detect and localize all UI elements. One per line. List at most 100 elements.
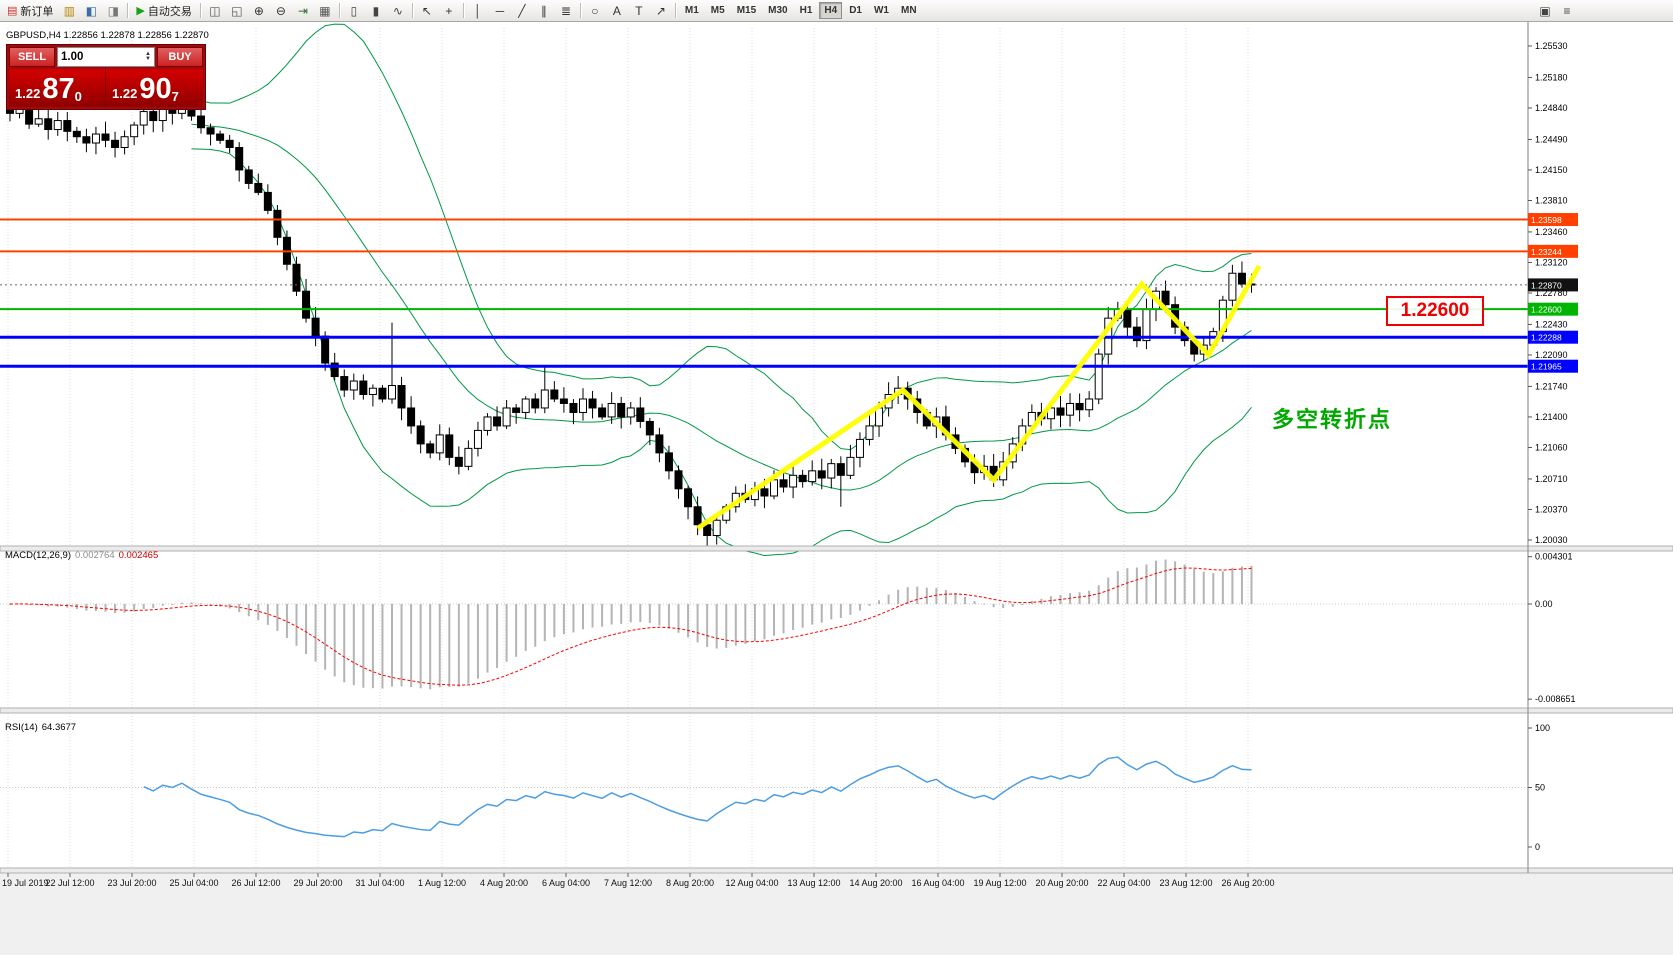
line-chart-icon[interactable]: ∿: [392, 3, 403, 18]
macd-histogram-bar: [381, 604, 384, 689]
trend-turning-point-note[interactable]: 多空转折点: [1272, 407, 1393, 432]
timeframe-mn-button[interactable]: MN: [900, 5, 917, 16]
bid-price[interactable]: 1.22 87 0: [9, 69, 106, 107]
timeframe-m15-button[interactable]: M15: [736, 5, 757, 16]
macd-scale-label: -0.008651: [1535, 694, 1576, 704]
trendline-icon[interactable]: ╱: [518, 3, 526, 18]
auto-scroll-icon[interactable]: ⇥: [297, 3, 308, 18]
candle-body: [1066, 402, 1075, 416]
toolbar-separator: [411, 3, 413, 18]
timeframe-m5-button[interactable]: M5: [710, 5, 725, 16]
timeframe-d1-button[interactable]: D1: [849, 5, 862, 16]
rsi-scale-label: 100: [1535, 723, 1550, 733]
candlestick-icon[interactable]: ▮: [372, 3, 380, 18]
macd-histogram-bar: [1145, 564, 1148, 604]
candle-body: [512, 407, 521, 413]
time-axis-label: 14 Aug 20:00: [849, 878, 902, 888]
arrows-icon[interactable]: ↗: [655, 3, 666, 18]
cascade-windows-icon[interactable]: ◱: [231, 3, 243, 18]
macd-histogram-bar: [629, 604, 632, 623]
volume-decrease-button[interactable]: ▼: [145, 56, 151, 62]
price-annotation-box[interactable]: 1.22600: [1386, 296, 1484, 326]
chart-canvas[interactable]: 1.25530 1.25180 1.24840 1.24490 1.24150 1.238…: [0, 22, 1673, 950]
candle-body: [789, 474, 798, 488]
navigator-icon[interactable]: ◨: [107, 3, 120, 18]
candle-body: [1237, 272, 1246, 285]
zoom-in-icon[interactable]: ⊕: [253, 3, 264, 18]
timeframe-m1-button[interactable]: M1: [684, 5, 699, 16]
sell-button[interactable]: SELL: [9, 47, 55, 67]
volume-increase-button[interactable]: ▲: [145, 51, 151, 57]
market-watch-icon[interactable]: ▥: [63, 3, 76, 18]
macd-histogram-bar: [1078, 592, 1081, 604]
timeframe-w1-button[interactable]: W1: [873, 5, 889, 16]
buy-button[interactable]: BUY: [157, 47, 203, 67]
volume-field[interactable]: 1.00 ▲ ▼: [57, 47, 155, 67]
macd-histogram-bar: [858, 604, 861, 611]
arrange-icon[interactable]: ▣: [1539, 3, 1551, 18]
candle-body: [397, 385, 406, 409]
bollinger-upper-line[interactable]: [191, 23, 1252, 451]
crosshair-icon[interactable]: +: [445, 3, 453, 18]
macd-histogram-bar: [496, 604, 499, 668]
data-window-icon[interactable]: ◧: [85, 3, 98, 18]
rsi-scale-label: 0: [1535, 842, 1540, 852]
timeframe-h4-button[interactable]: H4: [819, 2, 843, 19]
panel-separator[interactable]: [0, 545, 1673, 552]
fibonacci-icon[interactable]: ≣: [560, 3, 571, 18]
time-axis-label: 6 Aug 04:00: [542, 878, 590, 888]
time-axis-label: 31 Jul 04:00: [355, 878, 404, 888]
panel-separator[interactable]: [0, 707, 1673, 714]
ask-price[interactable]: 1.22 90 7: [106, 69, 203, 107]
autotrading-button[interactable]: ▶ 自动交易: [131, 2, 196, 20]
macd-histogram-bar: [429, 604, 432, 690]
candle-body: [416, 425, 425, 445]
candle-body: [1094, 353, 1103, 400]
timeframe-h1-button[interactable]: H1: [799, 5, 813, 16]
chart-window[interactable]: 1.25530 1.25180 1.24840 1.24490 1.24150 1.238…: [0, 22, 1673, 950]
rsi-value: 64.3677: [41, 722, 77, 733]
macd-histogram-bar: [572, 604, 575, 633]
macd-histogram-bar: [964, 596, 966, 604]
channel-icon[interactable]: ∥: [540, 3, 547, 18]
zoom-out-icon[interactable]: ⊖: [275, 3, 286, 18]
ask-price-prefix: 1.22: [112, 86, 138, 101]
vertical-line-icon[interactable]: │: [474, 3, 482, 18]
candle-body: [378, 387, 387, 400]
candle-body: [254, 182, 263, 193]
timeframe-m30-button[interactable]: M30: [768, 5, 788, 16]
macd-histogram-bar: [534, 604, 537, 647]
zigzag-trendline[interactable]: [696, 264, 1262, 531]
macd-scale-label: 0.004301: [1535, 552, 1573, 562]
candle-body: [359, 380, 368, 395]
text-icon[interactable]: A: [612, 3, 621, 18]
macd-histogram-bar: [696, 604, 699, 643]
time-axis-label: 23 Jul 20:00: [107, 878, 156, 888]
candle-body: [330, 362, 339, 378]
candle-body: [149, 111, 158, 122]
macd-signal-value: 0.002465: [118, 550, 159, 561]
candle-body: [664, 452, 673, 472]
bar-chart-icon[interactable]: ▯: [350, 3, 358, 18]
properties-icon[interactable]: ≡: [1563, 3, 1571, 18]
macd-histogram-bar: [897, 589, 900, 604]
bollinger-lower-line[interactable]: [191, 148, 1252, 557]
candle-body: [302, 290, 311, 319]
label-icon[interactable]: T: [635, 3, 643, 18]
price-scale-label: 1.24840: [1535, 103, 1568, 113]
new-order-button[interactable]: ▤ 新订单: [2, 2, 58, 20]
tile-windows-icon[interactable]: ◫: [209, 3, 221, 18]
candle-body: [158, 108, 167, 122]
cursor-icon[interactable]: ↖: [421, 3, 432, 18]
grid-icon[interactable]: ▦: [319, 3, 331, 18]
time-axis-label: 26 Aug 20:00: [1221, 878, 1274, 888]
candle-body: [25, 108, 34, 125]
candle-body: [836, 463, 845, 476]
shapes-icon[interactable]: ○: [591, 3, 599, 18]
chart-background: [0, 22, 1673, 873]
horizontal-line-icon[interactable]: ─: [495, 3, 505, 18]
panel-separator[interactable]: [0, 867, 1673, 874]
hline-price-tag: [1528, 359, 1578, 373]
candle-body: [368, 387, 377, 395]
candle-body: [273, 209, 282, 238]
